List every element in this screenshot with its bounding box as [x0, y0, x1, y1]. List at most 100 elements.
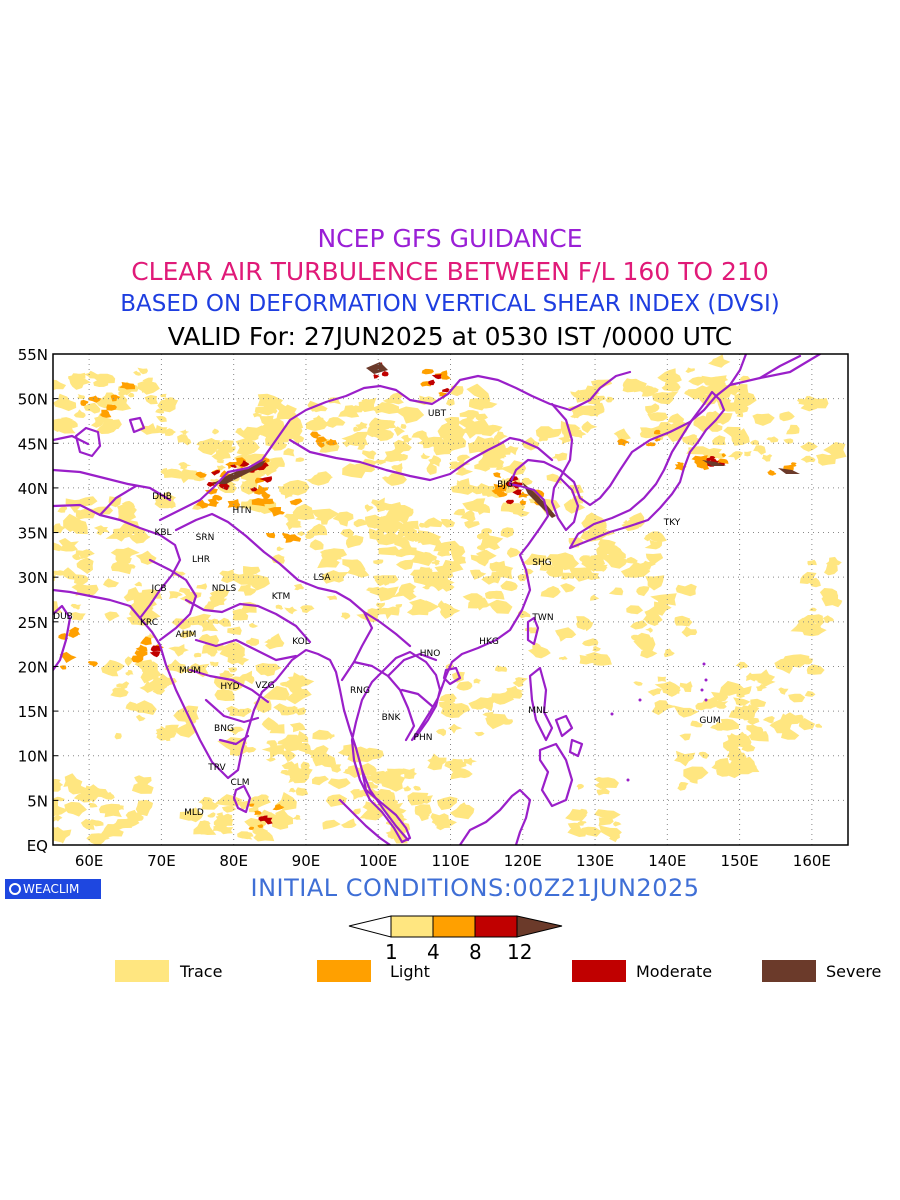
trace-area	[179, 811, 199, 821]
trace-area	[244, 831, 254, 837]
trace-area	[214, 598, 228, 607]
trace-area	[53, 523, 66, 534]
trace-area	[494, 602, 508, 610]
colorbar-tick-12: 12	[507, 940, 533, 964]
trace-area	[387, 833, 396, 840]
trace-area	[663, 648, 675, 658]
colorbar-segment-moderate	[474, 915, 518, 938]
kuril	[758, 354, 802, 380]
map-frame	[52, 353, 849, 846]
trace-area	[452, 758, 464, 768]
trace-area	[312, 729, 334, 740]
trace-area	[135, 799, 154, 817]
trace-area	[560, 420, 581, 438]
trace-area	[57, 506, 68, 513]
trace-area	[74, 508, 96, 520]
light-area	[315, 436, 328, 443]
moderate-area	[512, 489, 522, 496]
trace-area	[504, 685, 525, 697]
trace-area	[345, 535, 364, 549]
trace-area	[288, 787, 296, 793]
trace-area	[241, 479, 253, 488]
trace-area	[317, 419, 325, 426]
trace-area	[645, 403, 660, 415]
colorbar-tick-1: 1	[385, 940, 398, 964]
trace-area	[58, 538, 79, 552]
aral	[128, 416, 146, 434]
trace-area	[608, 587, 624, 596]
trace-area	[169, 591, 183, 599]
trace-area	[683, 766, 709, 782]
light-area	[283, 534, 302, 543]
trace-area	[455, 468, 474, 476]
trace-area	[140, 589, 163, 600]
station-label-shg: SHG	[532, 558, 551, 568]
station-labels: UBT BJG DHB HTN TKY KBL SRN LHR SHG LSA JCB NDLS KTM…	[53, 409, 721, 818]
light-area	[522, 493, 530, 498]
trace-area	[456, 480, 463, 486]
moderate-area	[230, 464, 237, 468]
border-southeast-asia	[352, 610, 438, 742]
light-area	[134, 650, 148, 661]
trace-area	[440, 519, 456, 528]
trace-area	[493, 431, 508, 442]
lat-label: 30N	[18, 569, 48, 587]
trace-area	[134, 659, 154, 672]
trace-area	[177, 434, 192, 446]
trace-area	[807, 559, 817, 566]
trace-area	[209, 661, 219, 667]
trace-area	[144, 395, 158, 405]
trace-area	[255, 794, 270, 803]
trace-area	[480, 535, 504, 551]
trace-area	[749, 439, 760, 446]
trace-area	[322, 819, 341, 830]
trace-area	[500, 527, 514, 538]
trace-area	[157, 399, 179, 413]
moderate-area	[258, 815, 272, 823]
trace-area	[647, 531, 667, 543]
trace-area	[396, 559, 414, 570]
trace-area	[296, 531, 306, 537]
trace-area	[419, 551, 437, 562]
station-label-clm: CLM	[230, 778, 249, 788]
trace-area	[225, 705, 245, 717]
light-area	[699, 463, 709, 471]
station-label-bjg: BJG	[497, 480, 513, 490]
lon-label: 90E	[292, 852, 321, 870]
trace-area	[464, 520, 480, 529]
trace-area	[473, 678, 481, 684]
trace-area	[750, 698, 767, 708]
trace-area	[800, 441, 818, 452]
light-area	[654, 437, 661, 442]
light-area	[110, 394, 121, 402]
trace-area	[598, 564, 608, 572]
trace-area	[73, 409, 86, 418]
moderate-area	[150, 645, 161, 652]
trace-area	[395, 604, 403, 608]
trace-area	[231, 641, 245, 656]
moderate-area	[239, 460, 250, 467]
moderate-area	[718, 462, 726, 466]
trace-area	[300, 605, 315, 613]
trace-area	[471, 485, 485, 495]
trace-area	[124, 656, 133, 667]
trace-area	[105, 528, 134, 542]
trace-area	[236, 707, 252, 718]
borneo	[458, 788, 532, 845]
trace-area	[463, 757, 477, 766]
trace-area	[394, 536, 414, 551]
trace-area	[755, 683, 768, 692]
trace-area	[117, 503, 137, 516]
trace-area	[110, 687, 129, 698]
trace-area	[114, 732, 122, 740]
trace-area	[262, 666, 276, 677]
trace-area	[275, 604, 284, 610]
hainan	[442, 666, 462, 686]
trace-area	[295, 457, 305, 462]
light-area	[88, 395, 102, 403]
trace-area	[746, 672, 758, 682]
trace-area	[437, 796, 458, 811]
trace-area	[448, 723, 463, 734]
trace-area	[658, 392, 668, 399]
